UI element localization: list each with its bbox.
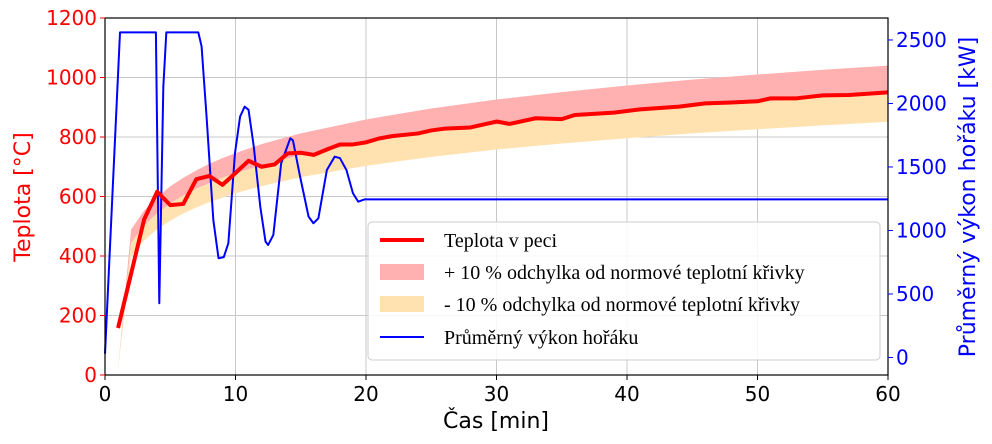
y-left-tick-label: 200 [59,304,97,328]
x-tick-label: 40 [614,382,639,406]
legend-label-upper-band: + 10 % odchylka od normové teplotní křiv… [444,262,805,284]
y-left-tick-label: 800 [59,125,97,149]
x-tick-label: 20 [353,382,378,406]
y-right-tick-label: 1000 [896,218,947,242]
legend: Teplota v peci + 10 % odchylka od normov… [367,221,881,361]
y-axis-right-label: Průměrný výkon hořáku [kW] [956,37,981,357]
legend-label-power: Průměrný výkon hořáku [444,327,638,349]
y-right-tick-label: 0 [896,345,909,369]
x-axis-label: Čas [min] [443,408,549,434]
y-right-tick-label: 2500 [896,28,947,52]
lower-band-area [118,93,889,370]
y-left-tick-label: 0 [84,363,97,387]
legend-label-lower-band: - 10 % odchylka od normové teplotní křiv… [444,294,800,316]
legend-box [367,221,881,361]
legend-swatch-upper-band [380,264,424,280]
y-right-tick-label: 500 [896,282,934,306]
y-left-tick-label: 1200 [46,6,97,30]
y-left-tick-label: 400 [59,244,97,268]
ticks: 0 10 20 30 40 50 60020040060080010001200050010… [46,6,947,406]
bands [118,65,889,370]
x-tick-label: 30 [484,382,509,406]
x-tick-label: 10 [223,382,248,406]
lines [104,31,889,354]
y-axis-left-label: Teplota [°C] [11,132,36,262]
y-right-tick-label: 2000 [896,91,947,115]
legend-swatch-lower-band [380,296,424,312]
x-tick-label: 0 [99,382,112,406]
upper-band-area [118,65,889,370]
y-left-tick-label: 600 [59,185,97,209]
x-tick-label: 50 [745,382,770,406]
x-tick-label: 60 [875,382,900,406]
y-left-tick-label: 1000 [46,66,97,90]
legend-label-temperature: Teplota v peci [444,230,557,252]
y-right-tick-label: 1500 [896,155,947,179]
